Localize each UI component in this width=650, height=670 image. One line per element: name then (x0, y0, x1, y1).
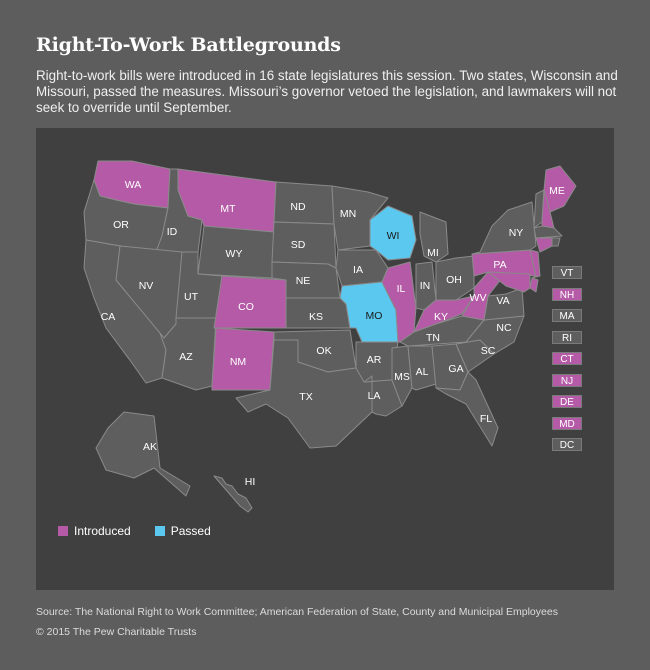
state-nj (529, 249, 541, 279)
state-label-il: IL (397, 283, 406, 295)
small-state-box-de: DE (552, 395, 582, 408)
state-de (529, 277, 539, 293)
state-label-ne: NE (296, 275, 311, 287)
state-label-ny: NY (509, 227, 524, 239)
state-label-wa: WA (125, 179, 142, 191)
state-label-fl: FL (480, 413, 492, 425)
legend-item-introduced: Introduced (58, 524, 131, 538)
state-label-ak: AK (143, 441, 157, 453)
copyright-note: © 2015 The Pew Charitable Trusts (36, 626, 197, 638)
state-label-nm: NM (230, 356, 246, 368)
state-ms (391, 345, 413, 407)
state-label-nd: ND (290, 201, 306, 213)
state-label-co: CO (238, 301, 254, 313)
state-label-hi: HI (245, 476, 256, 488)
state-label-wv: WV (470, 292, 487, 304)
map-panel: WA OR CA ID NV MT WY UT AZ CO NM ND SD NE KS OK TX MN IA MO… (36, 128, 614, 590)
state-label-ca: CA (101, 311, 116, 323)
small-state-box-nh: NH (552, 287, 582, 301)
legend-label-passed: Passed (170, 524, 211, 538)
state-label-wi: WI (387, 230, 400, 242)
state-hi (213, 475, 253, 513)
small-state-box-nj: NJ (552, 373, 582, 387)
state-nm (211, 327, 275, 391)
small-state-box-ma: MA (552, 309, 582, 322)
state-label-ar: AR (367, 354, 382, 366)
state-label-ok: OK (316, 345, 331, 357)
small-state-box-md: MD (552, 416, 582, 430)
state-tx (235, 339, 373, 449)
small-state-box-ri: RI (552, 330, 582, 344)
state-ct (535, 237, 553, 253)
state-label-sc: SC (481, 345, 496, 357)
page-title: Right-To-Work Battlegrounds (36, 34, 341, 56)
state-label-sd: SD (291, 239, 306, 251)
state-fl (435, 371, 499, 447)
state-ri (551, 237, 561, 247)
state-label-mo: MO (366, 310, 383, 322)
state-label-or: OR (113, 219, 129, 231)
state-label-pa: PA (493, 259, 506, 271)
us-map: WA OR CA ID NV MT WY UT AZ CO NM ND SD NE KS OK TX MN IA MO… (83, 160, 577, 513)
state-label-la: LA (368, 390, 381, 402)
state-label-nv: NV (139, 280, 154, 292)
state-label-tn: TN (426, 332, 440, 344)
state-label-wy: WY (226, 248, 243, 260)
state-label-ut: UT (184, 291, 199, 303)
small-state-box-vt: VT (552, 266, 582, 279)
legend-label-introduced: Introduced (74, 524, 131, 538)
map-legend: Introduced Passed (58, 524, 235, 538)
state-label-me: ME (549, 185, 565, 197)
legend-swatch-introduced (58, 526, 68, 536)
state-ak (95, 411, 191, 497)
page-subtitle: Right-to-work bills were introduced in 1… (36, 68, 618, 115)
state-label-oh: OH (446, 274, 462, 286)
small-state-box-ct: CT (552, 352, 582, 365)
state-label-va: VA (496, 295, 509, 307)
state-label-mi: MI (427, 247, 439, 259)
small-state-boxes: VT NH MA RI CT NJ DE MD DC (552, 266, 582, 460)
legend-swatch-passed (154, 526, 165, 536)
state-al (407, 345, 437, 391)
state-ma (533, 225, 563, 239)
state-label-id: ID (167, 226, 178, 238)
state-label-tx: TX (299, 391, 312, 403)
state-label-ia: IA (353, 264, 363, 276)
small-state-box-dc: DC (552, 438, 582, 451)
state-label-in: IN (420, 280, 431, 292)
state-label-mt: MT (220, 203, 236, 215)
state-label-az: AZ (179, 351, 193, 363)
state-label-ga: GA (448, 363, 463, 375)
state-label-ms: MS (394, 371, 410, 383)
state-label-ks: KS (309, 311, 323, 323)
state-label-al: AL (416, 366, 429, 378)
legend-item-passed: Passed (154, 524, 211, 538)
state-ny (471, 201, 537, 255)
state-label-nc: NC (496, 322, 512, 334)
state-label-ky: KY (434, 311, 448, 323)
state-wi (369, 205, 417, 261)
state-md (487, 271, 531, 293)
source-note: Source: The National Right to Work Commi… (36, 606, 558, 618)
state-label-mn: MN (340, 208, 356, 220)
